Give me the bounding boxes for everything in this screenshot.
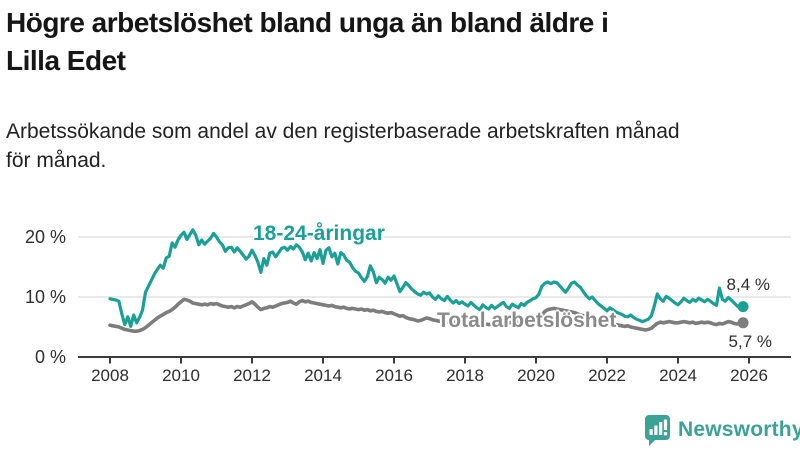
newsworthy-logo[interactable]: Newsworthy bbox=[644, 414, 800, 446]
page-title-line-1: Högre arbetslöshet bland unga än bland ä… bbox=[6, 7, 609, 38]
logo-text: Newsworthy bbox=[678, 418, 800, 441]
gridlines bbox=[78, 236, 791, 298]
x-axis: 2008 2010 2012 2014 2016 2018 2020 2022 2024 2026 bbox=[78, 356, 791, 385]
x-tick-label: 2020 bbox=[517, 366, 555, 385]
end-dots bbox=[737, 301, 749, 329]
x-tick-label: 2008 bbox=[91, 366, 129, 385]
x-tick-label: 2014 bbox=[304, 366, 342, 385]
x-tick-label: 2022 bbox=[588, 366, 626, 385]
page-title: Högre arbetslöshet bland unga än bland ä… bbox=[6, 4, 794, 80]
page-subtitle-line-2: för månad. bbox=[6, 149, 107, 172]
y-tick-label: 0 % bbox=[35, 347, 66, 367]
end-value-label-total: 5,7 % bbox=[728, 332, 772, 351]
x-tick-label: 2024 bbox=[659, 366, 697, 385]
y-axis-labels: 0 % 10 % 20 % bbox=[25, 227, 66, 367]
series-lines bbox=[108, 228, 745, 334]
end-dot-0 bbox=[737, 301, 749, 313]
series-line-0 bbox=[108, 228, 745, 328]
end-dot-1 bbox=[737, 317, 749, 329]
series-line-1 bbox=[108, 297, 745, 334]
series-label-total: Total arbetslöshet bbox=[437, 309, 617, 332]
x-tick-label: 2012 bbox=[233, 366, 271, 385]
page-subtitle-line-1: Arbetssökande som andel av den registerb… bbox=[6, 120, 680, 143]
x-tick-label: 2026 bbox=[730, 366, 768, 385]
page-subtitle: Arbetssökande som andel av den registerb… bbox=[6, 117, 794, 175]
x-tick-label: 2010 bbox=[162, 366, 200, 385]
y-tick-label: 10 % bbox=[25, 287, 66, 307]
series-label-young: 18-24-åringar bbox=[253, 222, 385, 245]
end-value-label-young: 8,4 % bbox=[726, 275, 770, 294]
bar-chart-speech-bubble-icon bbox=[644, 414, 671, 446]
y-tick-label: 20 % bbox=[25, 227, 66, 247]
x-tick-label: 2018 bbox=[446, 366, 484, 385]
page-title-line-2: Lilla Edet bbox=[6, 45, 126, 76]
x-tick-label: 2016 bbox=[375, 366, 413, 385]
